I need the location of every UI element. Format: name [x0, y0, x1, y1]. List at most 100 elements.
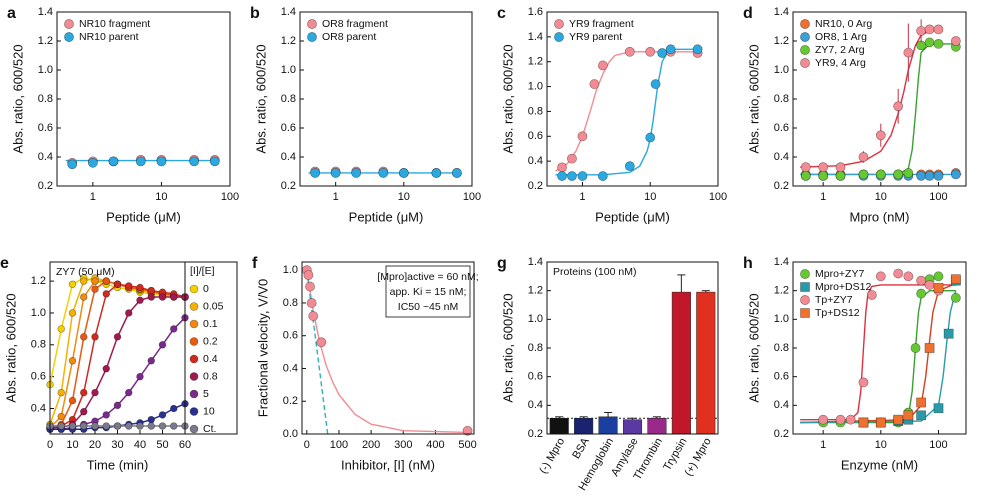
data-point — [378, 168, 389, 178]
y-tick-label: 1.2 — [528, 56, 543, 68]
data-point — [91, 388, 99, 397]
data-point — [933, 271, 944, 282]
y-tick-label: 0.6 — [31, 371, 46, 383]
y-tick-label: 0.4 — [774, 399, 789, 411]
data-point — [158, 411, 167, 419]
legend-marker — [189, 424, 199, 434]
data-point — [91, 333, 99, 341]
data-point — [557, 171, 567, 181]
annotation-box — [385, 265, 471, 318]
legend-label: OR8 fragment — [322, 18, 388, 30]
y-tick-label: 0.2 — [528, 180, 543, 192]
data-point — [818, 170, 829, 181]
data-point — [916, 397, 927, 408]
data-point — [170, 404, 178, 413]
y-tick-label: 0.2 — [281, 180, 296, 192]
data-point — [102, 411, 110, 419]
data-point — [875, 417, 886, 428]
legend-marker — [64, 19, 74, 29]
data-point — [692, 44, 703, 55]
data-point — [209, 156, 220, 167]
data-point — [800, 162, 811, 173]
x-tick-label: 400 — [426, 439, 444, 451]
x-tick-label: 100 — [463, 191, 481, 203]
legend-marker — [189, 389, 199, 399]
y-tick-label: 0.4 — [774, 151, 789, 163]
y-tick-label: 0.8 — [528, 342, 543, 354]
x-tick-label: 100 — [709, 191, 727, 203]
data-point — [170, 422, 178, 430]
data-point — [125, 282, 133, 290]
legend-marker — [800, 308, 810, 318]
legend-marker — [800, 295, 810, 305]
data-point — [306, 298, 317, 308]
x-axis-label: Inhibitor, [I] (nM) — [341, 457, 435, 472]
data-point — [308, 311, 319, 321]
x-tick-label: 200 — [362, 439, 380, 451]
y-tick-label: 0.4 — [38, 151, 53, 163]
panel-letter: a — [7, 5, 16, 22]
data-point — [624, 161, 635, 172]
data-point — [624, 46, 635, 57]
y-tick-label: 0.8 — [38, 93, 53, 105]
panel-letter: b — [250, 5, 260, 22]
fit-curve — [306, 270, 468, 434]
legend-marker — [189, 319, 199, 329]
data-point — [68, 280, 77, 288]
y-tick-label: 0.8 — [31, 339, 46, 351]
x-axis-label: Time (min) — [87, 457, 149, 472]
data-point — [87, 157, 98, 168]
bar — [671, 291, 691, 435]
y-tick-label: 1.0 — [283, 264, 298, 276]
y-tick-label: 1.2 — [281, 35, 296, 47]
data-point — [91, 285, 99, 293]
data-point — [170, 325, 178, 333]
fit-curve — [555, 51, 698, 172]
plot-frame — [546, 261, 719, 435]
data-point — [68, 396, 77, 405]
fit-curve — [800, 290, 957, 424]
data-point — [924, 37, 935, 48]
legend-marker — [800, 32, 810, 42]
data-point — [933, 403, 944, 414]
data-point — [80, 408, 88, 416]
x-tick-label: 1 — [333, 191, 339, 203]
legend-label: 5 — [203, 388, 209, 400]
legend-marker — [189, 372, 199, 381]
bar — [647, 417, 667, 435]
legend-label: 10 — [203, 405, 215, 417]
y-tick-label: 0.6 — [283, 330, 298, 342]
x-tick-label: 1 — [579, 191, 585, 203]
y-tick-label: 0.6 — [281, 122, 296, 134]
data-point — [125, 388, 133, 397]
data-point — [924, 280, 935, 290]
x-axis-label: Peptide (μM) — [106, 209, 181, 224]
bar — [696, 291, 716, 435]
bar — [574, 417, 594, 435]
x-tick-label: 50 — [156, 439, 168, 451]
data-point — [170, 293, 178, 301]
plot-frame — [792, 261, 967, 435]
legend-label: NR10 fragment — [79, 18, 150, 30]
data-point — [462, 425, 473, 436]
y-axis-label: Abs. ratio, 600/520 — [500, 44, 515, 153]
y-tick-label: 1.6 — [528, 6, 543, 18]
fit-curve — [306, 270, 329, 435]
data-point — [818, 414, 829, 425]
data-point — [189, 156, 200, 167]
y-axis-label: Fractional velocity, V/V0 — [255, 279, 270, 417]
data-point — [893, 169, 904, 180]
data-point — [916, 170, 927, 181]
legend-label: NR10 parent — [79, 31, 139, 43]
legend-marker — [554, 32, 564, 42]
legend-marker — [189, 337, 199, 346]
y-axis-label: Abs. ratio, 600/520 — [10, 44, 25, 153]
data-point — [916, 275, 927, 286]
legend-label: 0.2 — [203, 335, 218, 347]
y-tick-label: 0.6 — [774, 122, 789, 134]
data-point — [136, 422, 144, 430]
data-point — [68, 357, 77, 365]
y-tick-label: 0.6 — [528, 130, 543, 142]
y-tick-label: 0.4 — [281, 151, 296, 163]
legend-label: YR9 fragment — [569, 18, 634, 30]
